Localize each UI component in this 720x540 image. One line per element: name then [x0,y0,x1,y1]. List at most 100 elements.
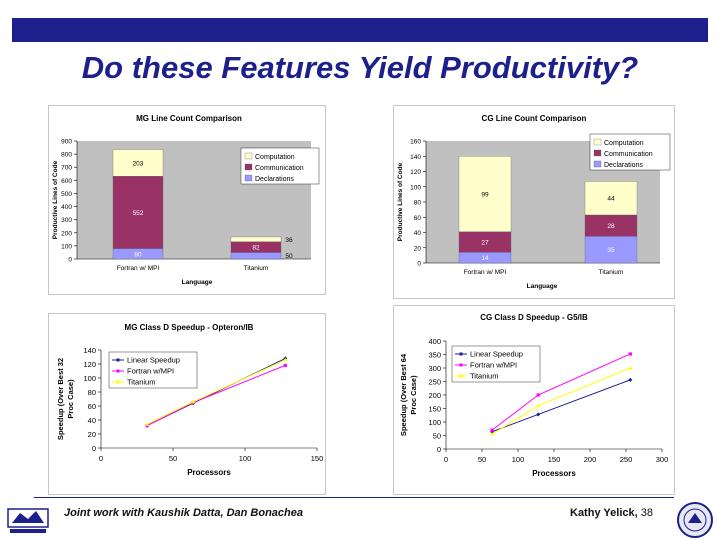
data-label: 80 [134,251,142,258]
bar-computation [584,181,638,216]
y-tick-label: 80 [88,388,96,397]
data-point [283,363,287,367]
bar-declarations [230,252,282,260]
data-label: 50 [285,253,293,260]
y-tick-label: 100 [83,374,96,383]
legend-entry: Titanium [127,378,155,387]
y-tick-label: 80 [414,200,422,207]
slide-title: Do these Features Yield Productivity? [81,50,639,85]
legend-swatch [593,160,602,168]
y-tick-label: 400 [61,204,72,211]
y-tick-label: 150 [428,405,441,414]
y-tick-label: 160 [410,139,421,146]
y-axis-label: Productive Lines of Code [397,162,404,241]
x-tick-label: Titanium [244,265,269,272]
legend-entry: Titanium [470,372,498,381]
uc-seal-icon [677,502,713,538]
footer-author: Kathy Yelick, 38 [570,507,653,519]
legend-entry: Fortran w/MPI [470,361,517,370]
cg-speedup-chart: CG Class D Speedup - G5/IB 0 50 100 150 200 25… [399,313,668,478]
y-tick-label: 60 [414,215,422,222]
legend-marker [459,374,463,378]
footer-credits: Joint work with Kaushik Datta, Dan Bonac… [64,507,303,519]
legend-entry: Fortran w/MPI [127,367,174,376]
bar-declarations [584,236,638,264]
x-axis-label: Processors [187,468,231,477]
y-tick-label: 300 [428,364,441,373]
chart-panel-cg-speedup: CG Class D Speedup - G5/IB 0 50 100 150 200 25… [393,305,675,495]
legend-swatch [244,174,253,182]
legend-marker [116,380,120,384]
legend-entry: Communication [255,165,304,172]
legend-marker [116,369,120,373]
legend-marker [459,363,463,367]
legend-entry: Declarations [255,176,294,183]
data-point [191,399,196,404]
data-point [628,366,633,370]
chart-panel-mg-speedup: MG Class D Speedup - Opteron/IB 0 20 40 60 80… [48,313,326,495]
data-label: 82 [252,245,260,252]
legend-entry: Computation [604,140,644,147]
chart-title: CG Class D Speedup - G5/IB [480,313,588,322]
mg-speedup-chart: MG Class D Speedup - Opteron/IB 0 20 40 60 80… [56,323,324,477]
y-tick-label: 200 [428,391,441,400]
y-axis-label: Productive Lines of Code [52,160,59,239]
data-label: 99 [481,191,489,198]
legend-entry: Communication [604,151,653,158]
y-tick-label: 60 [88,402,96,411]
data-point [145,422,150,426]
x-tick-label: 200 [584,455,597,464]
data-point [283,357,288,362]
y-tick-label: 500 [61,191,72,198]
x-tick-label: 50 [169,454,177,463]
data-label: 552 [133,210,144,217]
y-tick-label: 0 [437,445,441,454]
bar-communication [112,175,164,249]
legend-entry: Linear Speedup [127,356,180,365]
data-point [628,352,632,356]
data-label: 203 [133,160,144,167]
y-tick-label: 140 [410,154,421,161]
footer-divider [34,497,674,498]
y-tick-label: 350 [428,351,441,360]
y-tick-label: 800 [61,152,72,159]
bar-computation [112,149,164,177]
data-point [490,432,495,436]
y-tick-label: 100 [428,418,441,427]
data-label: 27 [481,240,489,247]
legend-swatch [244,163,253,171]
y-axis-label: Speedup (Over Best 64Proc Case) [399,353,418,436]
x-tick-label: 250 [620,455,633,464]
legend-box [589,133,671,171]
data-point [536,403,541,408]
chart-title: MG Class D Speedup - Opteron/IB [125,323,254,332]
data-point [628,377,633,382]
x-tick-label: Titanium [599,269,624,276]
y-tick-label: 600 [61,178,72,185]
y-tick-label: 0 [92,444,96,453]
data-label: 35 [607,247,615,254]
bar-computation [230,236,282,242]
data-point [536,393,540,397]
y-axis-label: Speedup (Over Best 32Proc Case) [56,358,75,440]
legend-marker [116,358,120,362]
y-tick-label: 900 [61,139,72,146]
x-tick-label: 100 [239,454,252,463]
y-tick-label: 0 [68,257,72,264]
y-tick-label: 200 [61,230,72,237]
legend-box [451,345,541,383]
chart-title: CG Line Count Comparison [482,114,587,123]
bar-computation [458,156,512,232]
top-accent-bar [12,18,708,42]
data-point [490,428,494,432]
x-axis-label: Language [182,279,213,286]
data-label: 14 [481,255,489,262]
legend-swatch [244,152,253,160]
legend-box [240,147,320,185]
x-tick-label: 150 [311,454,324,463]
data-label: 28 [607,223,615,230]
footer-author-name: Kathy Yelick, [570,507,638,519]
y-tick-label: 20 [88,430,96,439]
y-tick-label: 100 [61,243,72,250]
legend-swatch [593,138,602,146]
